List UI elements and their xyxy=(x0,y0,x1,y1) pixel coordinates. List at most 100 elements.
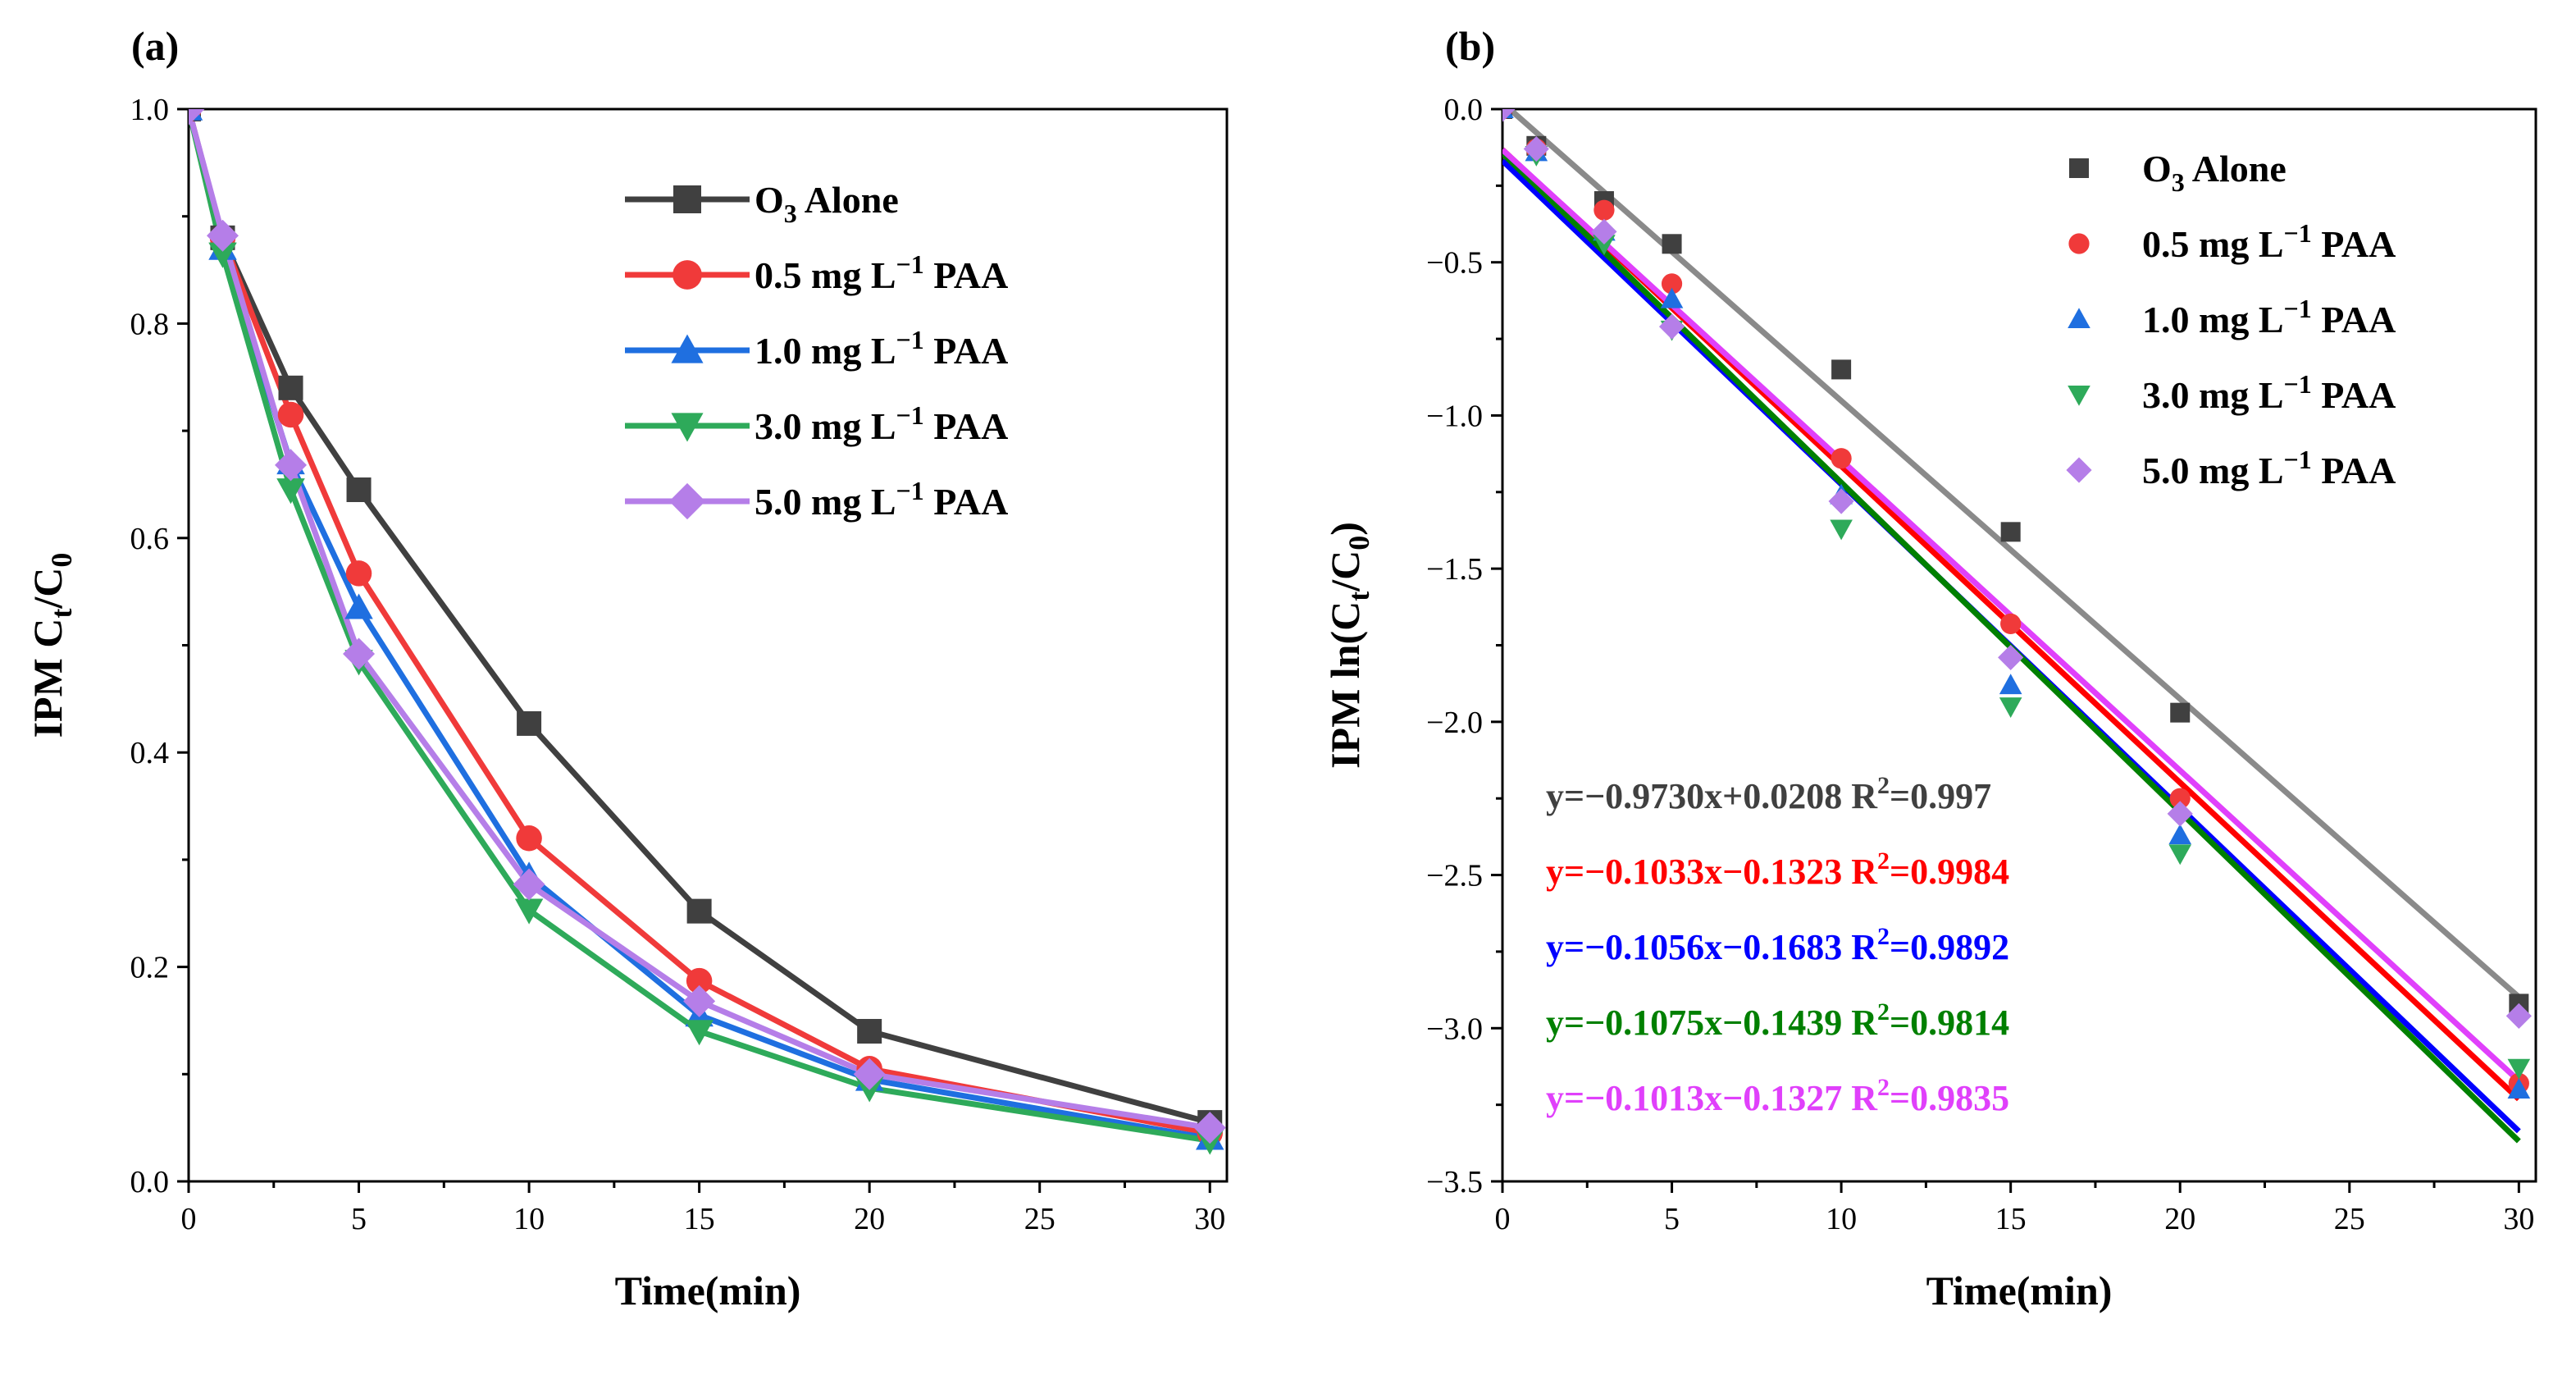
legend-marker xyxy=(2068,385,2090,406)
legend-marker xyxy=(2068,308,2090,329)
data-point xyxy=(1999,697,2022,718)
legend-label: O3 Alone xyxy=(755,179,899,228)
legend-label-post: PAA xyxy=(924,405,1009,447)
data-point xyxy=(686,967,713,994)
y-label-sub: t xyxy=(1343,592,1375,601)
panel-b: (b)0 5 10 15 20 25 300.0−0.5−1.0−1.5−2.0−2.5−3… xyxy=(1322,23,2537,1313)
data-point xyxy=(1830,519,1853,541)
y-tick-label: 0.0 xyxy=(130,1165,170,1199)
legend-label-post: Alone xyxy=(2185,148,2286,190)
data-point xyxy=(275,449,308,482)
legend-marker xyxy=(2066,457,2092,483)
legend-label-sup: −1 xyxy=(896,249,924,279)
data-point xyxy=(345,560,372,587)
x-tick-label: 30 xyxy=(2503,1202,2534,1236)
y-tick-label: −1.0 xyxy=(1426,399,1483,433)
legend-label-post: PAA xyxy=(2312,223,2396,265)
legend-label-main: 3.0 mg L xyxy=(2142,374,2284,416)
legend-label-main: 3.0 mg L xyxy=(755,405,896,447)
legend-label: 3.0 mg L−1 PAA xyxy=(2142,369,2396,416)
legend-label-sup: −1 xyxy=(2284,445,2312,474)
y-label-sub: 0 xyxy=(1343,536,1375,550)
fit-equation: y=−0.1033x−0.1323 R2=0.9984 xyxy=(1546,847,2009,892)
equation-text: y=−0.1033x−0.1323 R xyxy=(1546,852,1878,892)
legend-label-main: 0.5 mg L xyxy=(2142,223,2284,265)
legend-label: 0.5 mg L−1 PAA xyxy=(2142,218,2396,265)
data-point xyxy=(2000,613,2022,634)
x-tick-label: 15 xyxy=(684,1202,715,1236)
legend-label-main: 1.0 mg L xyxy=(2142,299,2284,340)
fit-equation: y=−0.1013x−0.1327 R2=0.9835 xyxy=(1546,1074,2009,1118)
equation-text: y=−0.1056x−0.1683 R xyxy=(1546,927,1878,967)
data-point xyxy=(343,637,376,670)
data-point xyxy=(1593,199,1615,221)
y-tick-label: −3.0 xyxy=(1426,1012,1483,1046)
data-point xyxy=(344,593,373,619)
data-point xyxy=(2000,522,2021,542)
data-point xyxy=(516,825,542,852)
x-tick-label: 20 xyxy=(2164,1202,2195,1236)
legend-label: 1.0 mg L−1 PAA xyxy=(755,325,1008,372)
fit-equation: y=−0.1056x−0.1683 R2=0.9892 xyxy=(1546,923,2009,967)
y-axis-label: IPM ln(Ct/C0) xyxy=(1322,522,1375,769)
x-tick-label: 5 xyxy=(351,1202,367,1236)
data-point xyxy=(2170,702,2191,723)
legend-label-main: 5.0 mg L xyxy=(755,481,896,523)
legend-label: 3.0 mg L−1 PAA xyxy=(755,400,1008,447)
x-tick-label: 0 xyxy=(181,1202,197,1236)
panel-label: (a) xyxy=(131,23,179,69)
plot-area xyxy=(1502,109,2532,1144)
data-point xyxy=(277,401,304,428)
legend-label-sub: 3 xyxy=(2172,167,2185,197)
equation-r2: =0.9984 xyxy=(1890,852,2009,892)
legend-label-sup: −1 xyxy=(2284,369,2312,399)
equation-text: y=−0.9730x+0.0208 R xyxy=(1546,776,1878,816)
data-point xyxy=(2507,1078,2531,1099)
y-tick-label: −2.5 xyxy=(1426,859,1483,893)
panel-a: (a)0 5 10 15 20 25 300.00.20.40.60.81.0Time(mi… xyxy=(25,23,1229,1313)
legend-label: 5.0 mg L−1 PAA xyxy=(755,476,1008,523)
y-tick-label: 0.8 xyxy=(130,307,170,341)
y-tick-label: −2.0 xyxy=(1426,706,1483,740)
data-point xyxy=(2168,824,2192,845)
y-tick-label: 0.0 xyxy=(1444,93,1484,127)
legend-label-sup: −1 xyxy=(896,400,924,430)
data-point xyxy=(1593,235,1616,256)
y-label-sub: 0 xyxy=(45,553,78,568)
legend-marker xyxy=(672,260,702,290)
series-line-3 xyxy=(189,109,1210,1144)
legend-label: 0.5 mg L−1 PAA xyxy=(755,249,1008,296)
x-axis-label: Time(min) xyxy=(1926,1268,2113,1313)
legend-label-main: 1.0 mg L xyxy=(755,330,896,372)
data-point xyxy=(1502,109,1516,122)
legend-label-post: Alone xyxy=(797,179,899,221)
data-point xyxy=(2169,788,2191,809)
legend-label-post: PAA xyxy=(924,481,1009,523)
data-point xyxy=(1661,273,1683,295)
data-point xyxy=(517,710,542,736)
legend-marker xyxy=(671,334,704,363)
x-axis-label: Time(min) xyxy=(615,1268,801,1313)
data-point xyxy=(1999,674,2022,695)
legend-label: O3 Alone xyxy=(2142,148,2286,197)
equation-sup: 2 xyxy=(1877,847,1890,875)
equation-sup: 2 xyxy=(1877,1074,1890,1101)
legend-label-main: 5.0 mg L xyxy=(2142,450,2284,491)
legend-label-main: 0.5 mg L xyxy=(755,254,896,296)
series-line-4 xyxy=(189,109,1210,1131)
y-tick-label: 1.0 xyxy=(130,93,170,127)
x-tick-label: 15 xyxy=(1995,1202,2027,1236)
legend-label-sub: 3 xyxy=(784,199,797,228)
equation-text: y=−0.1075x−0.1439 R xyxy=(1546,1003,1878,1043)
equation-r2: =0.9892 xyxy=(1890,927,2009,967)
x-tick-label: 25 xyxy=(1024,1202,1055,1236)
y-label-mid: /C xyxy=(25,568,71,610)
y-label-sub: t xyxy=(45,609,78,619)
y-tick-label: −3.5 xyxy=(1426,1165,1483,1199)
data-point xyxy=(189,109,205,126)
x-tick-label: 25 xyxy=(2334,1202,2365,1236)
data-point xyxy=(276,478,305,505)
data-point xyxy=(1658,313,1685,340)
data-point xyxy=(1662,234,1682,254)
